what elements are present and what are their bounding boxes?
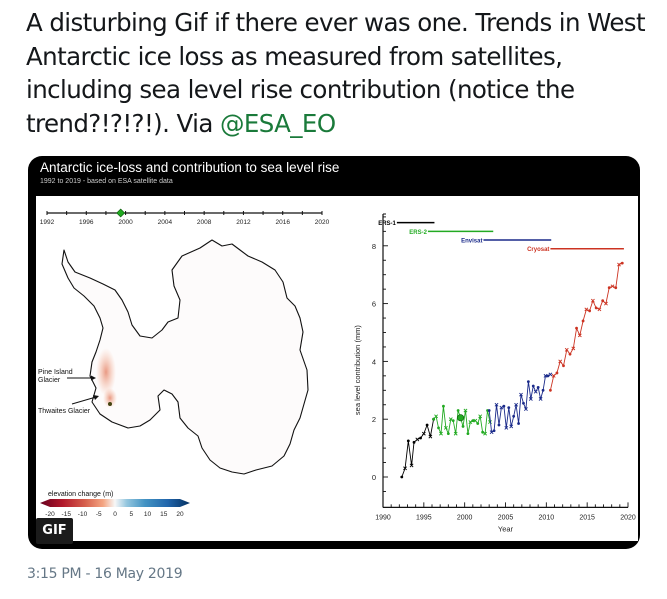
card-title: Antarctic ice-loss and contribution to s… bbox=[40, 160, 340, 175]
media-card[interactable]: Antarctic ice-loss and contribution to s… bbox=[28, 156, 640, 549]
tweet-body: A disturbing Gif if there ever was one. … bbox=[26, 8, 646, 138]
gif-badge[interactable]: GIF bbox=[36, 518, 73, 544]
mention-link[interactable]: @ESA_EO bbox=[219, 108, 336, 138]
tweet-text: A disturbing Gif if there ever was one. … bbox=[26, 6, 646, 140]
figure-panel bbox=[36, 196, 638, 541]
tweet-timestamp[interactable]: 3:15 PM - 16 May 2019 bbox=[27, 566, 183, 582]
card-subtitle: 1992 to 2019 - based on ESA satellite da… bbox=[40, 178, 173, 185]
